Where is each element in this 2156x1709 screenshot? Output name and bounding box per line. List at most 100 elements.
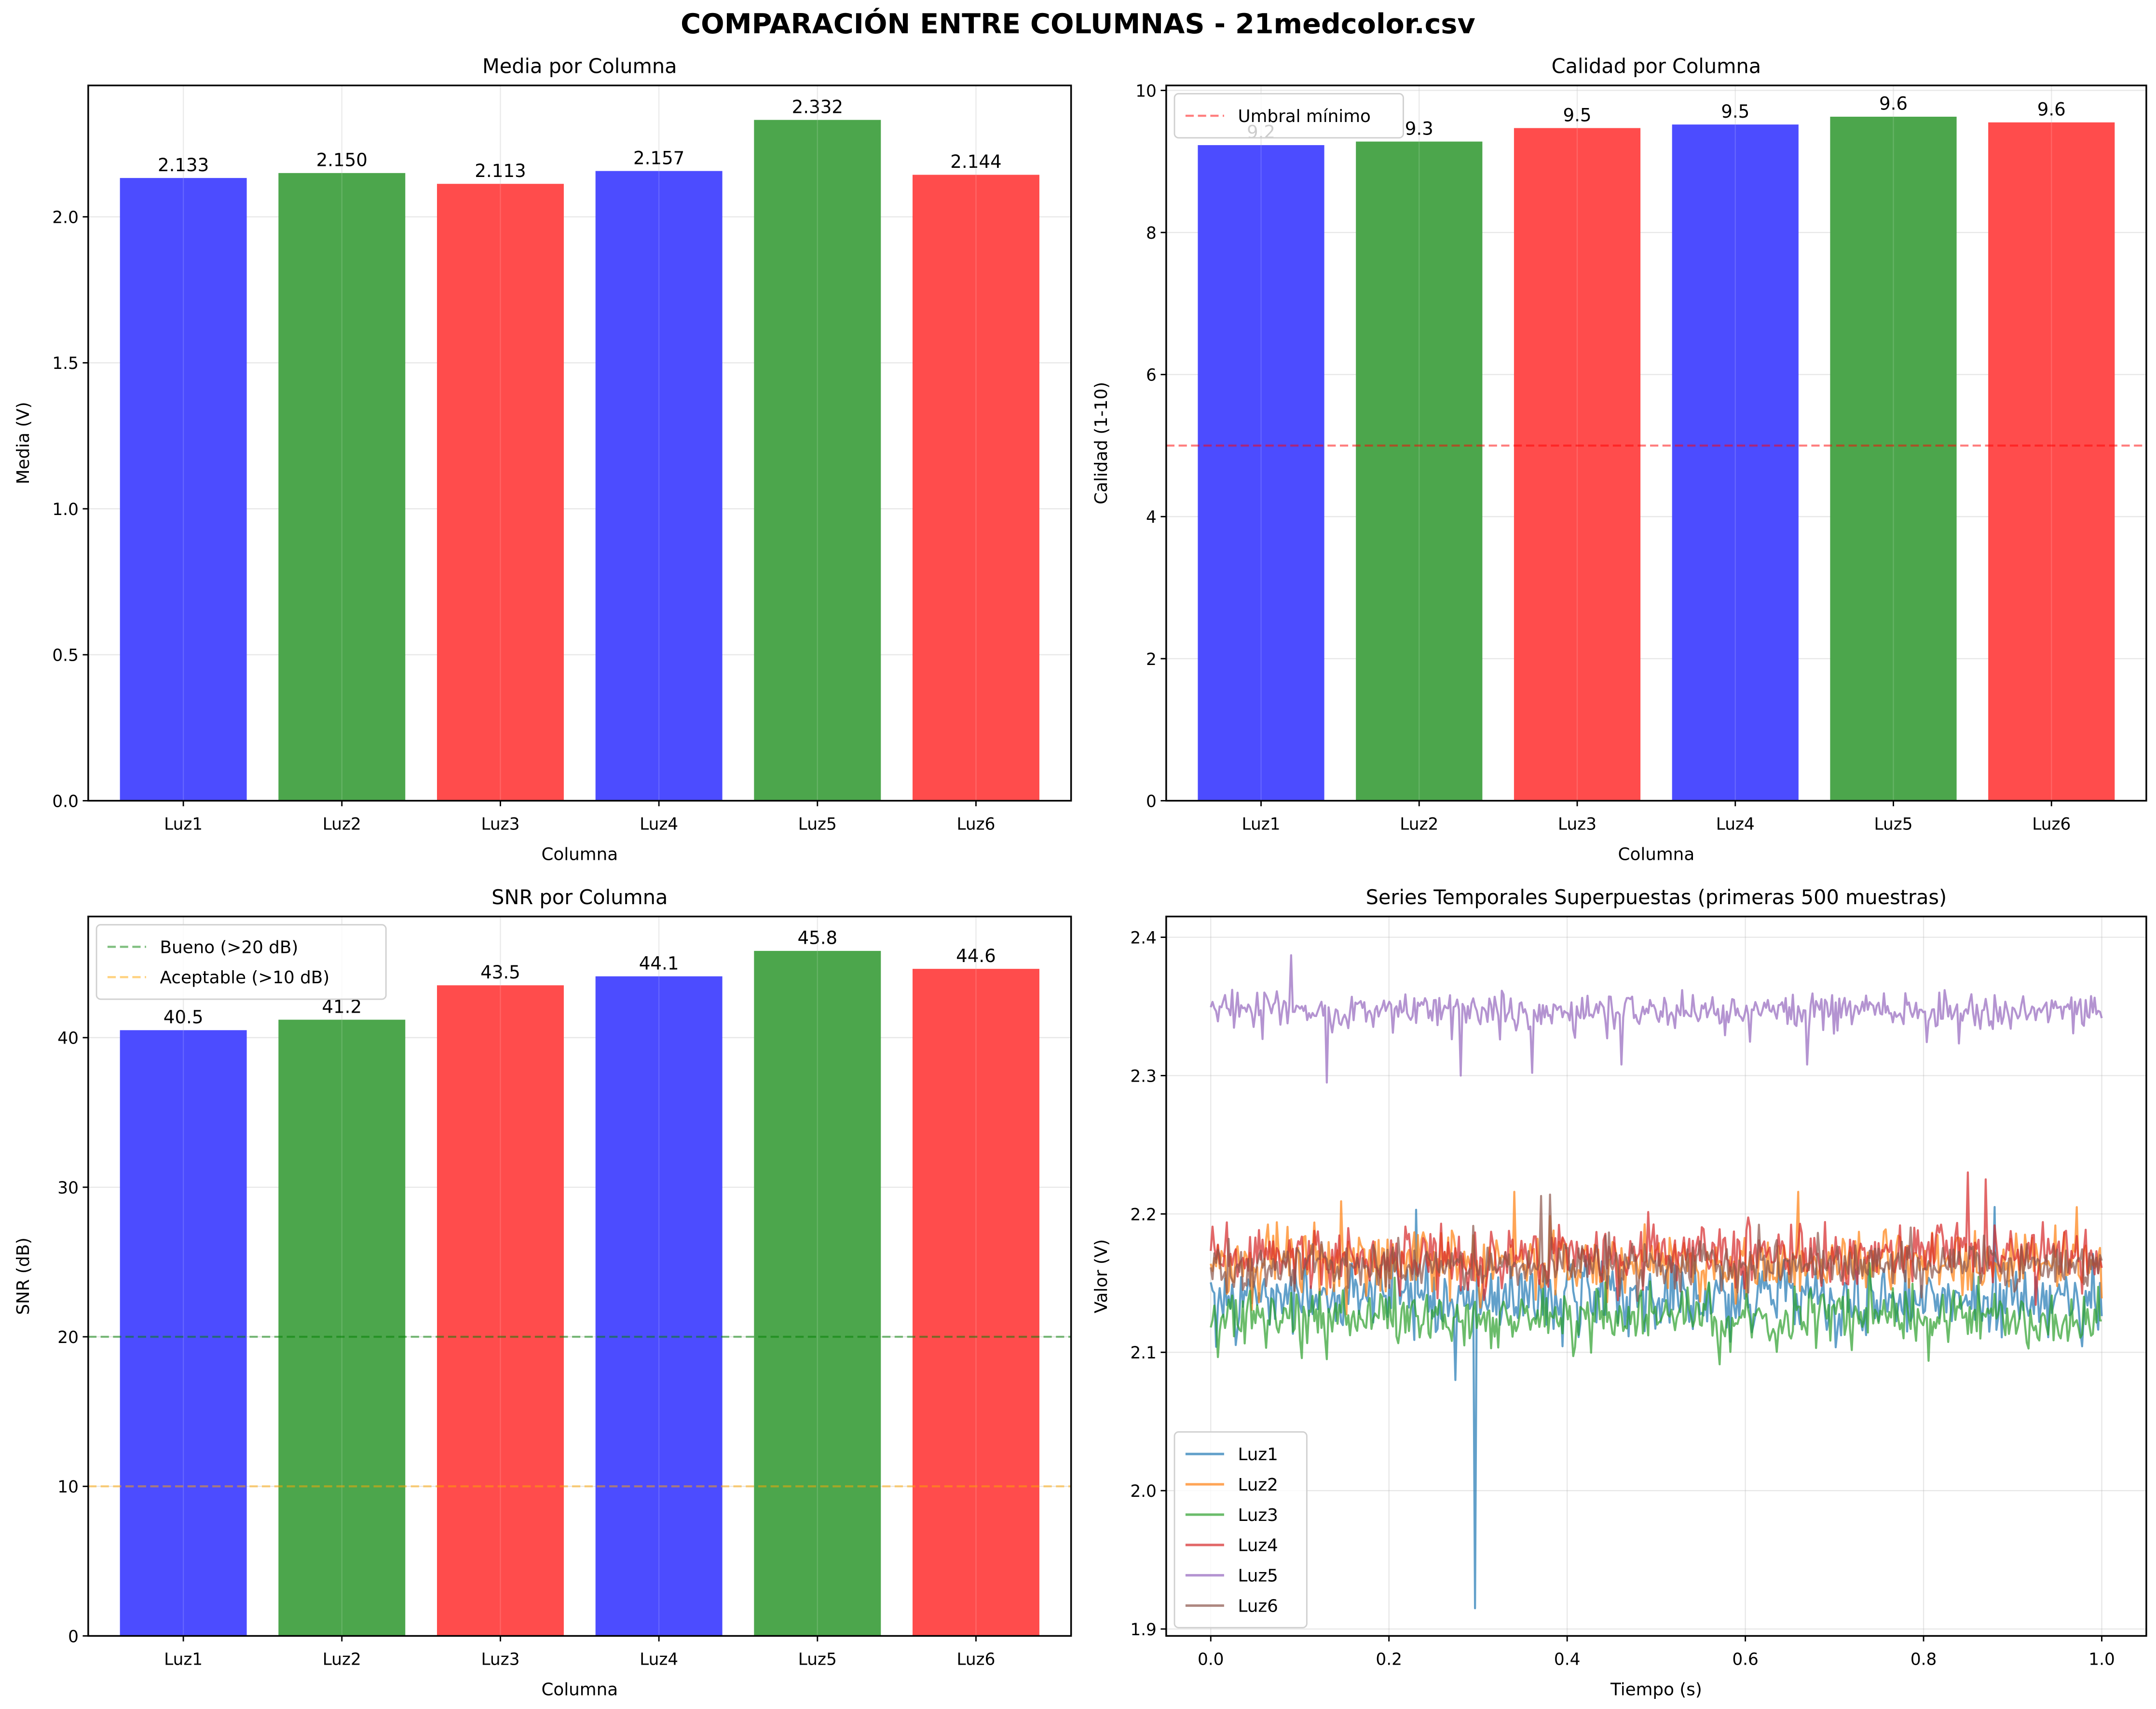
y-tick-label: 40: [57, 1029, 79, 1048]
bar-luz4: [1672, 124, 1799, 801]
x-tick-label: 0.2: [1376, 1650, 1402, 1669]
x-tick-label: Luz4: [640, 1650, 678, 1669]
chart-title: Calidad por Columna: [1552, 54, 1761, 78]
y-tick-label: 20: [57, 1328, 79, 1347]
bar-value-label: 44.1: [639, 953, 679, 974]
series-line-luz5: [1210, 954, 2103, 1084]
bar-value-label: 2.133: [158, 155, 209, 176]
y-tick-label: 1.0: [52, 500, 79, 519]
legend-box: [1174, 1431, 1308, 1628]
y-tick-label: 30: [57, 1179, 79, 1198]
x-tick-label: Luz1: [164, 815, 203, 834]
x-axis-label: Columna: [541, 1680, 618, 1699]
x-tick-label: Luz5: [798, 1650, 837, 1669]
figure-title: COMPARACIÓN ENTRE COLUMNAS - 21medcolor.…: [681, 8, 1475, 41]
y-tick-label: 1.5: [52, 354, 79, 373]
y-tick-label: 6: [1146, 366, 1157, 385]
y-tick-label: 2.4: [1130, 928, 1157, 948]
legend-box: [96, 924, 387, 1000]
y-axis-label: Media (V): [14, 402, 33, 484]
x-tick-label: Luz2: [1400, 815, 1438, 834]
y-tick-label: 2.2: [1130, 1205, 1157, 1224]
chart-title: Series Temporales Superpuestas (primeras…: [1366, 886, 1947, 909]
y-axis-label: Calidad (1-10): [1092, 382, 1111, 504]
bar-value-label: 2.150: [316, 150, 368, 171]
bar-luz3: [1514, 128, 1641, 801]
bar-luz6: [912, 969, 1039, 1636]
x-tick-label: Luz6: [956, 815, 995, 834]
bar-value-label: 2.113: [475, 161, 526, 181]
legend-label: Luz2: [1238, 1475, 1278, 1495]
bar-luz5: [754, 120, 881, 801]
bar-value-label: 2.157: [633, 148, 684, 168]
plot-frame: [1165, 915, 2147, 1637]
legend-label: Luz5: [1238, 1566, 1278, 1586]
y-tick-label: 10: [57, 1478, 79, 1497]
series-line-luz3: [1210, 1262, 2102, 1366]
bar-value-label: 9.3: [1405, 118, 1433, 139]
y-tick-label: 0: [1146, 792, 1157, 811]
bar-value-label: 2.144: [950, 151, 1001, 172]
legend-label: Luz3: [1238, 1506, 1278, 1525]
chart-title: SNR por Columna: [491, 886, 668, 909]
bar-luz2: [278, 173, 406, 801]
x-tick-label: Luz1: [1242, 815, 1281, 834]
bar-luz4: [595, 976, 723, 1636]
legend-box: [1174, 93, 1404, 139]
chart-title: Media por Columna: [482, 54, 677, 78]
x-tick-label: Luz2: [323, 1650, 361, 1669]
y-tick-label: 4: [1146, 508, 1157, 527]
legend-label: Luz1: [1238, 1445, 1278, 1465]
bar-luz4: [595, 171, 723, 801]
legend-label: Luz4: [1238, 1536, 1278, 1556]
bar-luz6: [1988, 122, 2115, 801]
bar-value-label: 9.5: [1563, 105, 1591, 125]
bar-value-label: 9.6: [1879, 94, 1908, 114]
x-tick-label: Luz6: [956, 1650, 995, 1669]
bar-luz3: [437, 184, 564, 801]
bar-luz3: [437, 985, 564, 1636]
series-line-luz6: [1210, 1194, 2103, 1302]
x-tick-label: 0.0: [1198, 1650, 1224, 1669]
bar-value-label: 2.332: [792, 96, 843, 117]
x-tick-label: Luz3: [481, 1650, 519, 1669]
bar-luz1: [1198, 145, 1324, 801]
x-tick-label: Luz4: [640, 815, 678, 834]
y-tick-label: 2.0: [52, 208, 79, 228]
x-tick-label: Luz5: [1874, 815, 1912, 834]
bar-value-label: 43.5: [480, 962, 520, 983]
x-tick-label: Luz1: [164, 1650, 203, 1669]
bar-luz1: [120, 1030, 247, 1636]
x-tick-label: Luz6: [2032, 815, 2071, 834]
x-tick-label: Luz5: [798, 815, 837, 834]
plot-frame: [87, 915, 1072, 1637]
y-tick-label: 0.5: [52, 646, 79, 665]
x-tick-label: Luz3: [481, 815, 519, 834]
bar-luz6: [912, 175, 1039, 801]
y-tick-label: 8: [1146, 224, 1157, 243]
x-tick-label: 1.0: [2088, 1650, 2115, 1669]
y-tick-label: 1.9: [1130, 1620, 1157, 1640]
bar-luz1: [120, 178, 247, 801]
y-axis-label: Valor (V): [1092, 1239, 1111, 1314]
plot-frame: [87, 84, 1072, 802]
x-axis-label: Columna: [1618, 844, 1695, 864]
y-tick-label: 2: [1146, 650, 1157, 669]
legend-label: Umbral mínimo: [1238, 107, 1370, 126]
y-tick-label: 0: [68, 1627, 79, 1646]
y-tick-label: 2.0: [1130, 1482, 1157, 1501]
bar-value-label: 9.6: [2037, 99, 2066, 120]
y-axis-label: SNR (dB): [14, 1237, 33, 1315]
bar-luz5: [754, 950, 881, 1636]
bar-luz2: [1356, 141, 1483, 801]
legend-label: Luz6: [1238, 1596, 1278, 1616]
bar-luz2: [278, 1019, 406, 1636]
y-tick-label: 10: [1135, 81, 1157, 101]
x-tick-label: 0.8: [1910, 1650, 1937, 1669]
y-tick-label: 2.3: [1130, 1067, 1157, 1086]
plot-frame: [1165, 84, 2147, 802]
